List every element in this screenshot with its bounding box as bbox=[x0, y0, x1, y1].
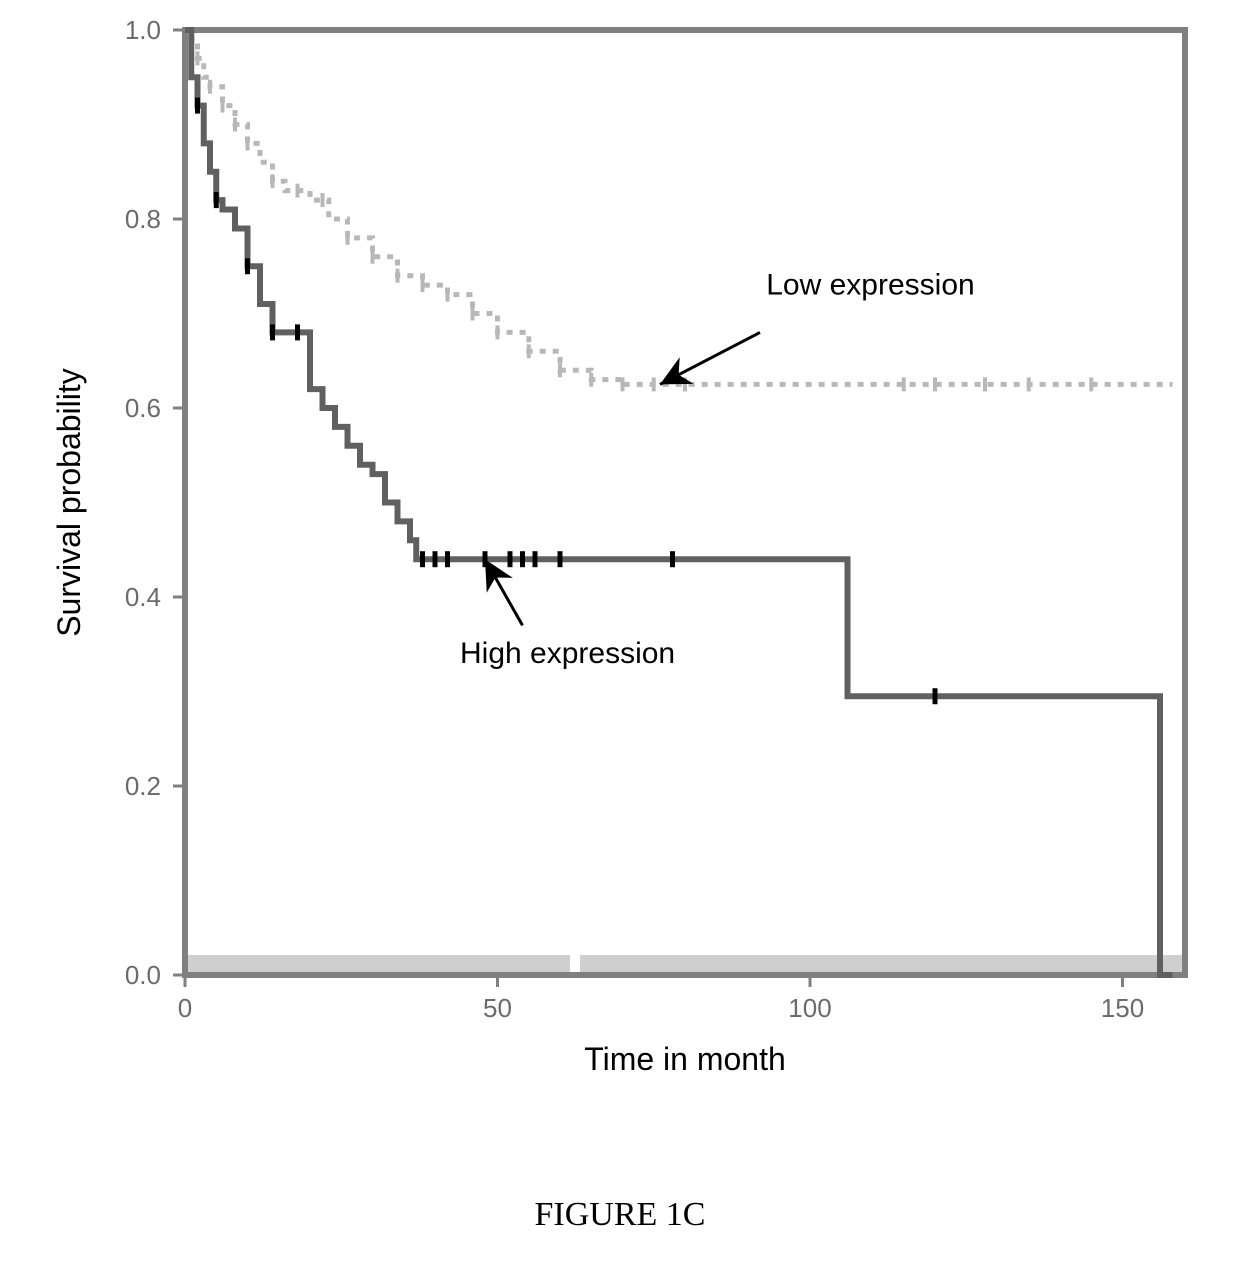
low-annotation-label: Low expression bbox=[766, 269, 974, 302]
y-axis-label: Survival probability bbox=[51, 368, 87, 637]
x-tick-label: 150 bbox=[1101, 993, 1144, 1023]
figure-caption: FIGURE 1C bbox=[535, 1196, 706, 1233]
survival-plot: 0 50 100 150 0.0 0.2 0.4 0.6 0.8 1.0 Time in month… bbox=[0, 0, 1240, 1268]
y-tick-label: 0.8 bbox=[125, 204, 161, 234]
y-tick-label: 0.0 bbox=[125, 960, 161, 990]
high-annotation-label: High expression bbox=[460, 637, 675, 670]
y-tick-label: 0.2 bbox=[125, 771, 161, 801]
x-tick-label: 50 bbox=[483, 993, 512, 1023]
x-axis-label: Time in month bbox=[584, 1041, 786, 1077]
y-tick-label: 0.4 bbox=[125, 582, 161, 612]
y-tick-label: 1.0 bbox=[125, 15, 161, 45]
y-tick-label: 0.6 bbox=[125, 393, 161, 423]
figure-container: { "canvas": { "width": 1240, "height": 1… bbox=[0, 0, 1240, 1268]
x-tick-label: 100 bbox=[788, 993, 831, 1023]
x-tick-label: 0 bbox=[178, 993, 192, 1023]
